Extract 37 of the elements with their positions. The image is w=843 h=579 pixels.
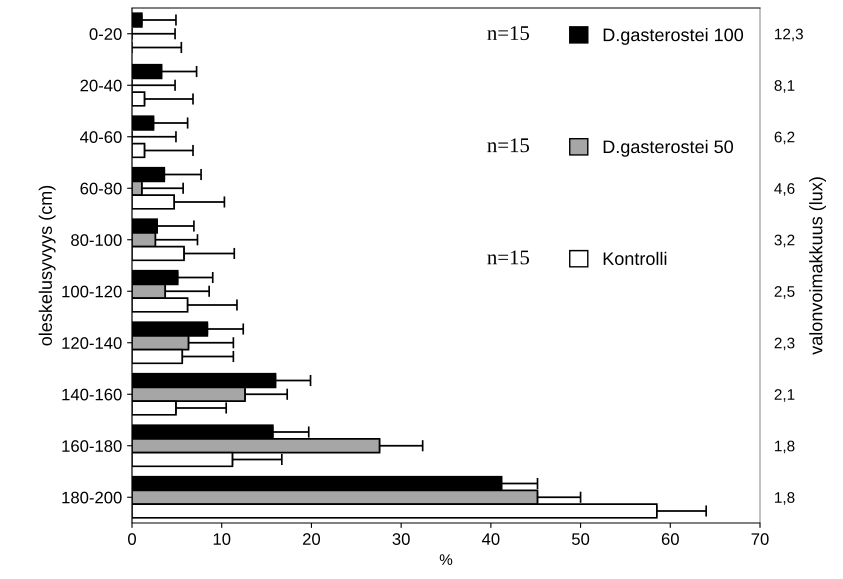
y-tick-label: 0-20 [90,28,122,40]
y-tick-label: 40-60 [80,131,122,143]
x-tick-label: 0 [128,533,136,545]
legend-label: D.gasterostei 50 [604,140,734,157]
y2-tick-label: 1,8 [775,492,794,505]
annotation: n=15 [487,26,530,40]
y2-tick-label: 12,3 [775,28,803,42]
y-axis-title: oleskelusyvyys (cm) [38,186,56,346]
y-tick-label: 120-140 [62,337,122,349]
x-axis-title: % [440,554,452,565]
y-tick-label: 60-80 [80,182,122,194]
y2-axis-title: valonvoimakkuus (lux) [809,177,826,355]
y2-tick-label: 3,2 [774,234,794,248]
y-tick-label: 20-40 [80,80,122,92]
x-tick-label: 30 [392,533,410,545]
annotation: n=15 [487,250,530,264]
x-tick-label: 40 [482,533,500,545]
y2-tick-label: 4,6 [774,183,794,196]
x-tick-label: 10 [214,533,230,545]
y-tick-label: 160-180 [62,440,122,452]
y2-tick-label: 2,5 [774,286,794,299]
y2-tick-label: 2,1 [774,389,794,402]
y-tick-label: 80-100 [71,234,122,246]
y2-tick-label: 1,8 [775,440,794,454]
y-tick-label: 140-160 [62,388,122,400]
y2-tick-label: 2,3 [774,338,794,350]
legend-label: Kontrolli [604,252,666,266]
y2-tick-label: 8,1 [774,80,794,93]
y-tick-label: 100-120 [62,286,122,298]
x-tick-label: 50 [572,533,590,545]
legend-label: D.gasterostei 100 [604,28,744,45]
y-tick-label: 180-200 [62,492,122,504]
x-tick-label: 60 [662,533,679,545]
y2-tick-label: 6,2 [774,132,794,144]
x-tick-label: 20 [303,533,320,545]
annotation: n=15 [487,138,530,152]
x-tick-label: 70 [752,533,769,545]
